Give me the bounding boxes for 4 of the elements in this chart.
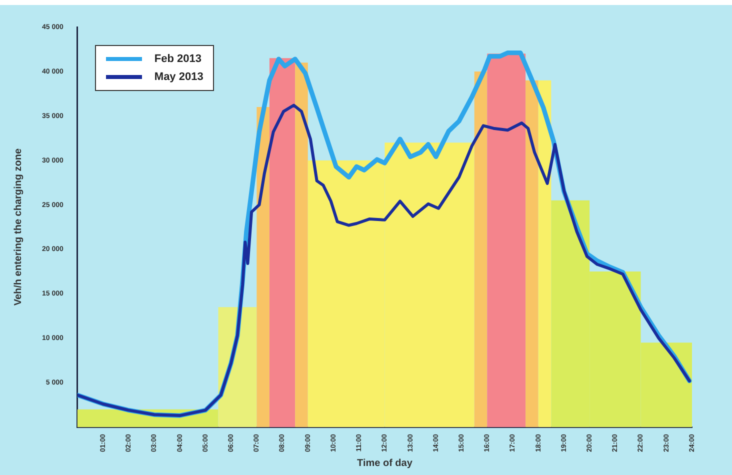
legend-label: May 2013 — [154, 71, 204, 83]
y-axis-title: Veh/h entering the charging zone — [12, 148, 24, 306]
legend-label: Feb 2013 — [154, 53, 202, 65]
x-axis-title: Time of day — [357, 458, 413, 469]
